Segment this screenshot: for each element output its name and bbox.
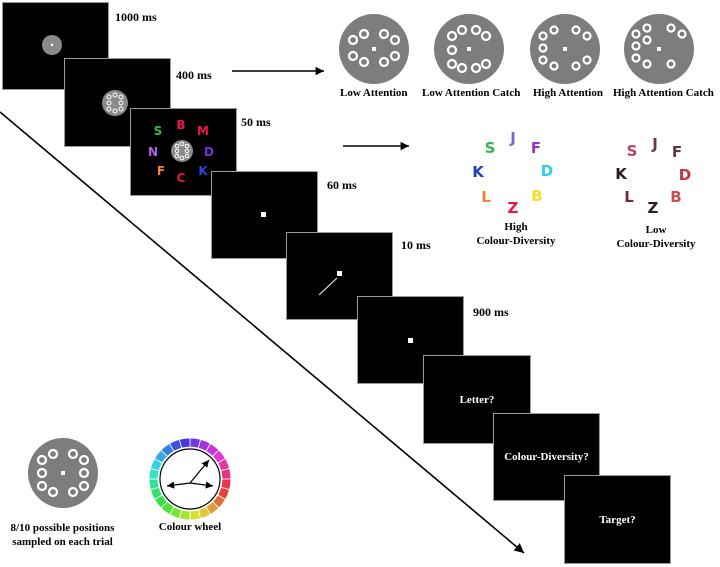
condition-low-attention-disc — [339, 14, 409, 84]
timing-label-6: 900 ms — [473, 305, 509, 319]
wheel-inner-circle — [159, 448, 221, 510]
wheel-segment — [220, 467, 232, 480]
low-diversity-letters: JS F K D L BZ — [615, 135, 691, 217]
probe-line — [318, 277, 338, 296]
low-letter-d: D — [679, 166, 691, 184]
wheel-arrow-up — [189, 459, 210, 484]
high-letter-z: Z — [508, 199, 519, 217]
timing-label-2: 400 ms — [176, 68, 212, 82]
positions-caption-line2: sampled on each trial — [12, 535, 113, 548]
fixation-square — [337, 271, 342, 276]
display-letter-f: F — [157, 164, 165, 178]
low-letter-s: S — [627, 142, 638, 160]
wheel-arrow-right — [189, 481, 214, 489]
low-letter-l: L — [624, 188, 634, 206]
high-letter-k: K — [472, 163, 485, 181]
colour-wheel — [148, 437, 232, 521]
low-diversity-caption-line1: Low — [645, 224, 667, 236]
possible-positions-disc — [28, 438, 98, 508]
wheel-segment — [189, 509, 202, 521]
condition-label-high-attention-catch: High Attention Catch — [613, 87, 714, 99]
high-letter-l: L — [481, 188, 491, 206]
low-diversity-caption: Low Colour-Diversity — [606, 224, 706, 252]
fixation-disc — [42, 35, 62, 55]
positions-caption: 8/10 possible positions sampled on each … — [0, 522, 125, 550]
fixation-square — [261, 212, 266, 217]
wheel-segment — [148, 478, 160, 491]
low-letter-f: F — [672, 143, 682, 161]
target-question: Target? — [599, 513, 636, 526]
colour-wheel-caption: Colour wheel — [158, 521, 222, 533]
letters-display: S B M N D F C K — [148, 118, 214, 185]
screen-target-question: Target? — [564, 475, 671, 564]
placeholder-disc — [102, 90, 128, 116]
diversity-question: Colour-Diversity? — [504, 451, 589, 463]
condition-label-low-attention: Low Attention — [340, 87, 408, 99]
low-diversity-caption-line2: Colour-Diversity — [616, 237, 696, 250]
letter-question: Letter? — [459, 393, 495, 406]
wheel-arrow-left — [166, 481, 191, 489]
high-letter-s: S — [485, 139, 496, 157]
high-letter-j: J — [509, 129, 516, 147]
high-diversity-letters: JS F K D L BZ — [472, 129, 553, 217]
condition-high-attention-catch-disc — [624, 14, 694, 84]
high-diversity-caption-line2: Colour-Diversity — [476, 234, 556, 247]
high-letter-b: B — [531, 187, 542, 205]
condition-label-low-attention-catch: Low Attention Catch — [422, 87, 521, 99]
display-letter-n: N — [148, 145, 158, 159]
timing-label-3: 50 ms — [241, 115, 271, 129]
positions-caption-line1: 8/10 possible positions — [10, 522, 115, 534]
wheel-segment — [178, 437, 191, 449]
display-letter-s: S — [154, 124, 163, 138]
condition-label-high-attention: High Attention — [533, 87, 603, 99]
display-letter-c: C — [177, 171, 186, 185]
timing-label-1: 1000 ms — [115, 10, 157, 24]
fixation-square — [408, 338, 413, 343]
high-diversity-caption: High Colour-Diversity — [466, 221, 566, 249]
display-letter-m: M — [197, 124, 209, 138]
display-letter-d: D — [204, 145, 214, 159]
low-letter-b: B — [670, 188, 681, 206]
timing-label-4: 60 ms — [327, 178, 357, 192]
high-letter-d: D — [541, 162, 553, 180]
screen-diversity-question: Colour-Diversity? — [493, 413, 600, 501]
low-letter-z: Z — [648, 199, 659, 217]
display-letter-k: K — [198, 164, 208, 178]
display-letter-b: B — [176, 118, 185, 132]
condition-high-attention-disc — [530, 14, 600, 84]
low-letter-j: J — [651, 135, 658, 153]
timing-label-5: 10 ms — [401, 238, 431, 252]
condition-low-attention-catch-disc — [434, 14, 504, 84]
low-letter-k: K — [615, 165, 628, 183]
high-diversity-caption-line1: High — [504, 221, 528, 233]
high-letter-f: F — [531, 139, 541, 157]
